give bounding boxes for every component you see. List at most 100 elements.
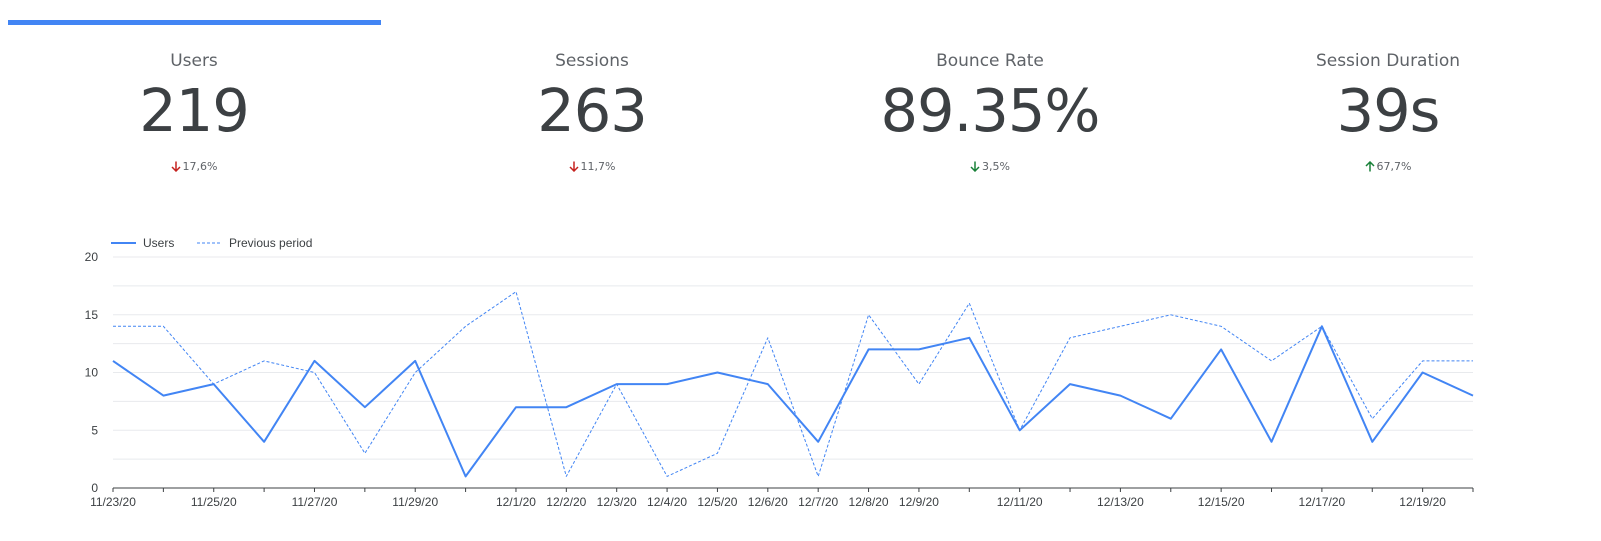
- x-tick-label: 12/11/20: [997, 495, 1043, 509]
- kpi-sessions[interactable]: Sessions 263 11,7%: [412, 48, 772, 173]
- data-point: [715, 451, 719, 455]
- kpi-delta: 67,7%: [1208, 160, 1568, 173]
- data-point: [262, 440, 266, 444]
- kpi-session-duration[interactable]: Session Duration 39s 67,7%: [1208, 48, 1568, 173]
- data-point: [312, 359, 316, 363]
- x-tick-label: 12/9/20: [899, 495, 939, 509]
- data-point: [262, 359, 266, 363]
- data-point: [564, 474, 568, 478]
- data-point: [413, 359, 417, 363]
- kpi-bounce-rate[interactable]: Bounce Rate 89.35% 3,5%: [810, 48, 1170, 173]
- data-point: [1471, 394, 1475, 398]
- data-point: [867, 313, 871, 317]
- data-point: [464, 474, 468, 478]
- data-point: [766, 382, 770, 386]
- data-point: [212, 382, 216, 386]
- data-point: [1118, 394, 1122, 398]
- x-tick-label: 11/25/20: [191, 495, 237, 509]
- x-tick-label: 12/8/20: [849, 495, 889, 509]
- chart-canvas: 0 5 10 15 20 11/23/20 11/25/20 11/27/20 11/29/20…: [85, 236, 1475, 509]
- data-point: [665, 382, 669, 386]
- data-point: [1471, 359, 1475, 363]
- data-point: [967, 336, 971, 340]
- data-point: [1421, 359, 1425, 363]
- x-tick-label: 12/7/20: [798, 495, 838, 509]
- kpi-label: Sessions: [555, 51, 629, 71]
- data-point: [867, 347, 871, 351]
- data-point: [111, 359, 115, 363]
- data-point: [1169, 417, 1173, 421]
- arrow-up-icon: [1364, 161, 1375, 172]
- data-point: [1068, 382, 1072, 386]
- data-point: [514, 290, 518, 294]
- kpi-delta-value: 3,5%: [982, 160, 1010, 173]
- x-tick-label: 11/29/20: [392, 495, 438, 509]
- x-tick-label: 12/13/20: [1097, 495, 1144, 509]
- legend-label: Previous period: [229, 236, 312, 250]
- kpi-value: 219: [139, 76, 250, 145]
- x-tick-label: 12/15/20: [1198, 495, 1245, 509]
- data-point: [312, 371, 316, 375]
- data-point: [363, 451, 367, 455]
- data-point: [1118, 324, 1122, 328]
- data-point: [1018, 428, 1022, 432]
- kpi-label: Bounce Rate: [936, 51, 1044, 71]
- data-point: [816, 440, 820, 444]
- data-point: [917, 347, 921, 351]
- data-point: [917, 382, 921, 386]
- x-tick-label: 12/4/20: [647, 495, 687, 509]
- data-point: [1068, 336, 1072, 340]
- arrow-down-icon: [568, 161, 579, 172]
- legend-label: Users: [143, 236, 174, 250]
- series-line-users: [112, 325, 1474, 478]
- arrow-down-icon: [170, 161, 181, 172]
- x-tick-label: 12/5/20: [697, 495, 737, 509]
- kpi-label: Users: [170, 51, 218, 71]
- y-tick-label: 20: [85, 250, 99, 264]
- users-time-series-chart[interactable]: 0 5 10 15 20 11/23/20 11/25/20 11/27/20 11/29/20…: [0, 226, 1601, 536]
- data-point: [1421, 371, 1425, 375]
- data-point: [1320, 324, 1324, 328]
- x-tick-label: 12/2/20: [546, 495, 586, 509]
- active-tab-indicator: [8, 20, 381, 25]
- kpi-delta: 3,5%: [810, 160, 1170, 173]
- kpi-value: 39s: [1336, 76, 1441, 145]
- data-point: [161, 324, 165, 328]
- data-point: [766, 336, 770, 340]
- x-tick-label: 12/6/20: [748, 495, 788, 509]
- data-point: [967, 301, 971, 305]
- data-point: [564, 405, 568, 409]
- data-point: [111, 324, 115, 328]
- arrow-down-icon: [970, 161, 980, 172]
- data-point: [1270, 359, 1274, 363]
- kpi-delta: 11,7%: [412, 160, 772, 173]
- data-point: [816, 474, 820, 478]
- data-point: [1169, 313, 1173, 317]
- y-tick-label: 10: [85, 366, 99, 380]
- data-point: [1370, 440, 1374, 444]
- data-point: [413, 371, 417, 375]
- kpi-delta-value: 17,6%: [182, 160, 218, 173]
- data-point: [1219, 347, 1223, 351]
- data-point: [363, 405, 367, 409]
- kpi-label: Session Duration: [1315, 51, 1461, 71]
- data-point: [1370, 417, 1374, 421]
- kpi-value: 89.35%: [880, 76, 1101, 145]
- data-point: [161, 394, 165, 398]
- x-tick-label: 12/19/20: [1399, 495, 1446, 509]
- data-point: [615, 382, 619, 386]
- data-point: [715, 371, 719, 375]
- x-tick-label: 12/3/20: [597, 495, 637, 509]
- x-tick-label: 12/1/20: [496, 495, 536, 509]
- series-line-previous-period: [113, 291, 1473, 477]
- data-point: [514, 405, 518, 409]
- kpi-value: 263: [537, 76, 648, 145]
- kpi-delta: 17,6%: [14, 160, 374, 173]
- kpi-users[interactable]: Users 219 17,6%: [14, 48, 374, 173]
- data-point: [1219, 324, 1223, 328]
- y-tick-label: 0: [91, 481, 98, 495]
- data-point: [1270, 440, 1274, 444]
- kpi-delta-value: 67,7%: [1376, 160, 1412, 173]
- y-tick-label: 5: [91, 423, 98, 437]
- x-tick-label: 11/27/20: [292, 495, 338, 509]
